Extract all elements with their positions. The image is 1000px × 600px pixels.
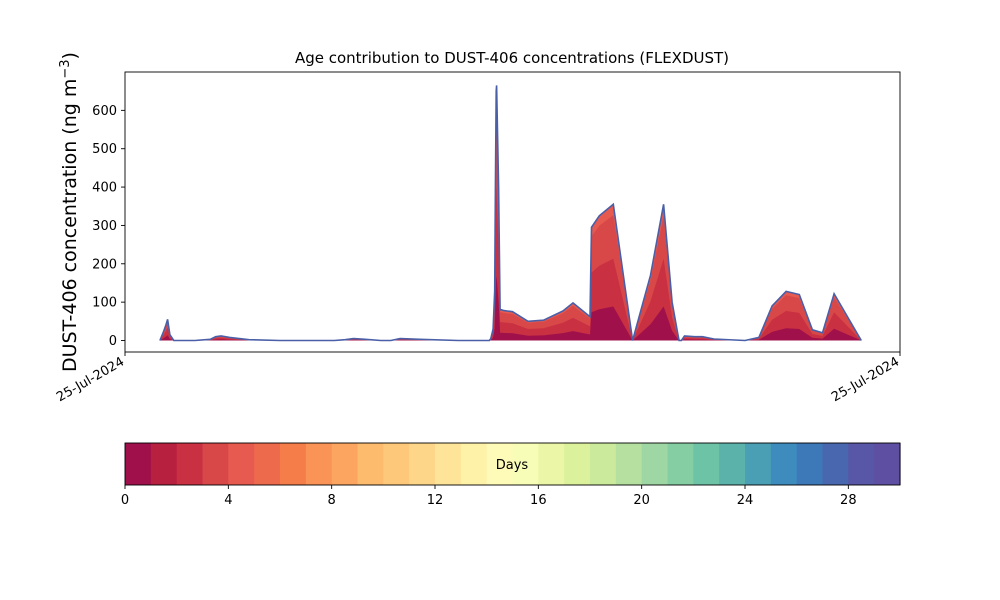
colorbar-swatch-24	[745, 443, 772, 485]
colorbar-swatch-25	[770, 443, 798, 485]
plot-area	[124, 71, 901, 353]
colorbar-swatch-17	[564, 443, 591, 485]
colorbar-swatch-27	[822, 443, 849, 485]
colorbar-swatch-5	[254, 443, 281, 485]
y-tick-label-0: 0	[109, 334, 117, 349]
colorbar-swatch-21	[667, 443, 694, 485]
x-axis: 25-Jul-2024 25-Jul-2024	[54, 352, 902, 405]
colorbar-ticks: 0 4 8 12 16 20 24 28	[121, 485, 857, 508]
colorbar-swatch-10	[383, 443, 410, 485]
y-tick-label-300: 300	[92, 219, 117, 234]
colorbar-tick-label-8: 8	[328, 493, 336, 508]
colorbar-swatch-28	[848, 443, 875, 485]
y-tick-label-600: 600	[92, 104, 117, 119]
colorbar-swatch-9	[357, 443, 384, 485]
y-tick-label-100: 100	[92, 296, 117, 311]
colorbar-swatch-29	[874, 443, 901, 485]
colorbar-swatch-18	[590, 443, 617, 485]
colorbar-swatch-3	[202, 443, 229, 485]
colorbar-swatch-14	[486, 443, 514, 485]
y-axis-label: DUST-406 concentration (ng m−3)	[58, 52, 81, 372]
y-tick-label-400: 400	[92, 181, 117, 196]
colorbar-swatch-15	[512, 443, 539, 485]
colorbar-swatch-16	[538, 443, 565, 485]
colorbar-swatch-8	[331, 443, 359, 485]
y-axis-label-close: )	[59, 52, 81, 59]
colorbar-tick-label-16: 16	[530, 493, 547, 508]
colorbar-tick-label-0: 0	[121, 493, 129, 508]
colorbar-swatch-23	[719, 443, 746, 485]
colorbar-swatch-22	[693, 443, 720, 485]
colorbar-swatch-19	[615, 443, 643, 485]
series-0-area-total	[159, 85, 862, 341]
colorbar-tick-label-28: 28	[840, 493, 857, 508]
colorbar-tick-label-20: 20	[633, 493, 650, 508]
colorbar-swatch-26	[796, 443, 824, 485]
series-0-age-band-1	[159, 187, 862, 341]
colorbar-label: Days	[496, 458, 529, 473]
colorbar-swatch-20	[641, 443, 669, 485]
y-tick-label-200: 200	[92, 257, 117, 272]
colorbar-swatches	[125, 443, 901, 485]
colorbar: Days 0 4 8 12 16 20 24 28	[121, 442, 901, 508]
chart-title: Age contribution to DUST-406 concentrati…	[295, 49, 729, 67]
series-0-age-band-0	[159, 105, 862, 341]
y-axis: 0 100 200 300 400 500 600	[92, 104, 125, 349]
colorbar-swatch-11	[409, 443, 436, 485]
main-chart: Age contribution to DUST-406 concentrati…	[54, 49, 902, 405]
colorbar-swatch-6	[280, 443, 307, 485]
colorbar-swatch-0	[125, 443, 152, 485]
colorbar-tick-label-12: 12	[427, 493, 444, 508]
y-tick-label-500: 500	[92, 142, 117, 157]
series-0-line	[159, 85, 862, 342]
colorbar-tick-label-4: 4	[224, 493, 232, 508]
colorbar-swatch-7	[305, 443, 333, 485]
y-axis-label-sup: −3	[58, 59, 73, 78]
series-layer	[159, 85, 862, 342]
colorbar-tick-label-24: 24	[737, 493, 754, 508]
colorbar-frame	[124, 442, 901, 486]
y-axis-label-main: DUST-406 concentration (ng m	[59, 79, 81, 372]
colorbar-swatch-2	[176, 443, 204, 485]
x-tick-label-1: 25-Jul-2024	[829, 354, 902, 405]
plot-frame	[124, 71, 901, 353]
colorbar-swatch-12	[435, 443, 462, 485]
colorbar-swatch-13	[460, 443, 488, 485]
colorbar-swatch-1	[150, 443, 178, 485]
colorbar-swatch-4	[228, 443, 255, 485]
series-0-age-band-2	[159, 276, 862, 341]
